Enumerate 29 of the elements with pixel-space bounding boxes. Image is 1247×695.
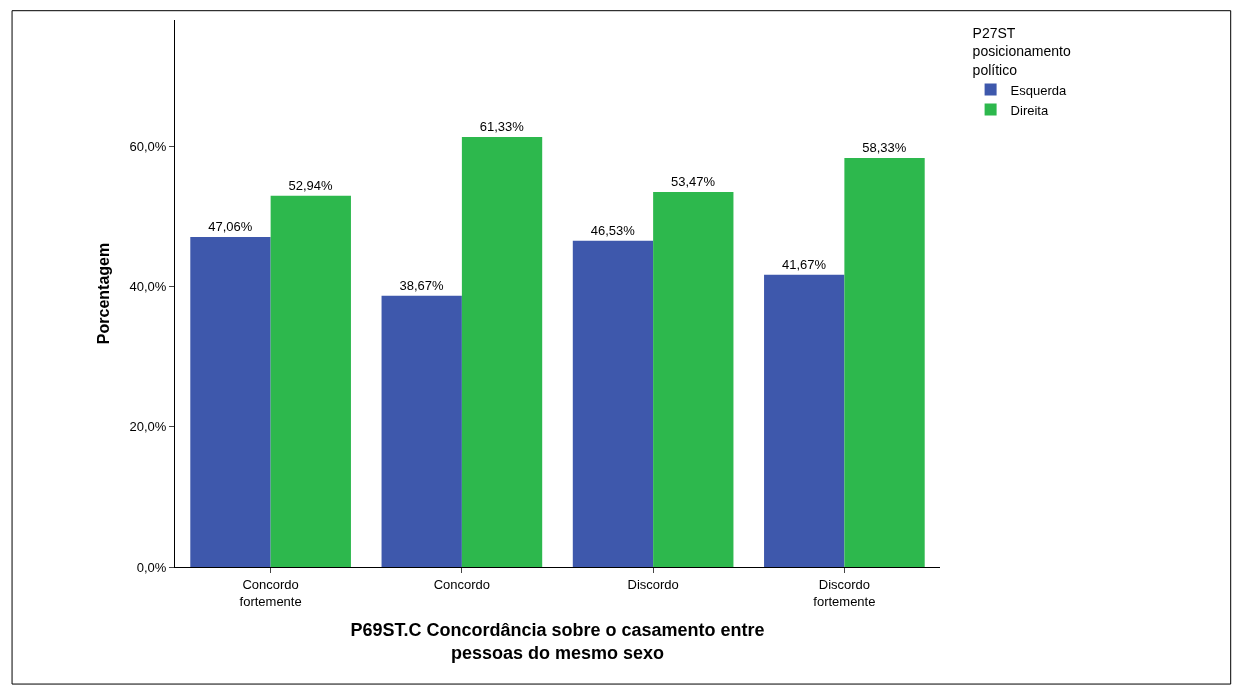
- legend-title: P27ST posicionamento político: [972, 25, 1071, 78]
- y-tick-label: 40,0%: [129, 279, 167, 295]
- bar: [764, 274, 845, 567]
- bar: [461, 136, 543, 567]
- legend-label: Direita: [1010, 102, 1049, 118]
- y-tick-label: 60,0%: [129, 138, 167, 154]
- data-label: 46,53%: [590, 222, 636, 238]
- x-tick-label: Discordo fortemente: [813, 576, 876, 609]
- data-label: 53,47%: [671, 174, 716, 190]
- x-tick-label: Discordo: [627, 576, 679, 592]
- bar: [381, 295, 462, 567]
- y-axis-title: Porcentagem: [95, 242, 113, 345]
- x-axis-title: P69ST.C Concordância sobre o casamento entre pessoas do mesmo sexo: [350, 619, 765, 663]
- y-tick-label: 20,0%: [129, 419, 167, 435]
- legend-label: Esquerda: [1010, 82, 1068, 98]
- x-tick-label: Concordo: [433, 576, 491, 592]
- data-label: 52,94%: [288, 177, 334, 193]
- y-tick-label: 0,0%: [136, 559, 167, 575]
- bar: [270, 195, 351, 567]
- bar: [844, 157, 925, 567]
- data-label: 41,67%: [781, 256, 827, 272]
- data-label: 47,06%: [208, 218, 253, 234]
- bar: [572, 240, 654, 567]
- data-label: 58,33%: [862, 139, 907, 155]
- data-label: 38,67%: [399, 277, 444, 293]
- bar: [653, 192, 734, 567]
- data-label: 61,33%: [479, 118, 525, 134]
- bar: [190, 236, 271, 567]
- x-tick-label: Concordo fortemente: [239, 576, 302, 609]
